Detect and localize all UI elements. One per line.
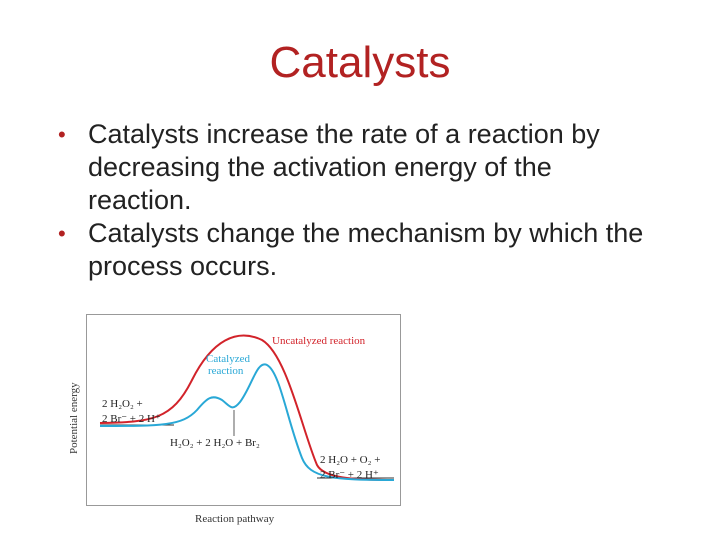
reactants-label-line2: 2 Br⁻ + 2 H⁺ [102,413,161,425]
intermediate-label: H₂O₂ + 2 H₂O + Br₂ [170,437,260,449]
bullet-text: Catalysts increase the rate of a reactio… [88,119,600,215]
energy-diagram: Potential energy Uncatalyzed reaction Ca… [62,310,412,530]
bullet-item: • Catalysts change the mechanism by whic… [58,217,658,283]
diagram-frame [86,314,401,506]
bullet-item: • Catalysts increase the rate of a react… [58,118,658,217]
bullet-dot-icon: • [58,122,66,147]
reactants-label-line1: 2 H₂O₂ + [102,398,143,410]
slide-title: Catalysts [269,38,451,87]
uncatalyzed-label: Uncatalyzed reaction [272,335,366,347]
x-axis-label: Reaction pathway [195,513,275,525]
products-label-line1: 2 H₂O + O₂ + [320,454,380,466]
bullet-text: Catalysts change the mechanism by which … [88,218,644,281]
catalyzed-curve [99,363,395,481]
catalyzed-label-line2: reaction [208,365,244,377]
y-axis-label: Potential energy [68,382,80,454]
diagram-svg: Potential energy Uncatalyzed reaction Ca… [68,334,395,525]
bullet-list: • Catalysts increase the rate of a react… [58,118,658,283]
products-label-line2: 2 Br⁻ + 2 H⁺ [320,469,379,481]
uncatalyzed-curve [99,334,395,481]
bullet-dot-icon: • [58,221,66,246]
catalyzed-label-line1: Catalyzed [206,353,250,365]
